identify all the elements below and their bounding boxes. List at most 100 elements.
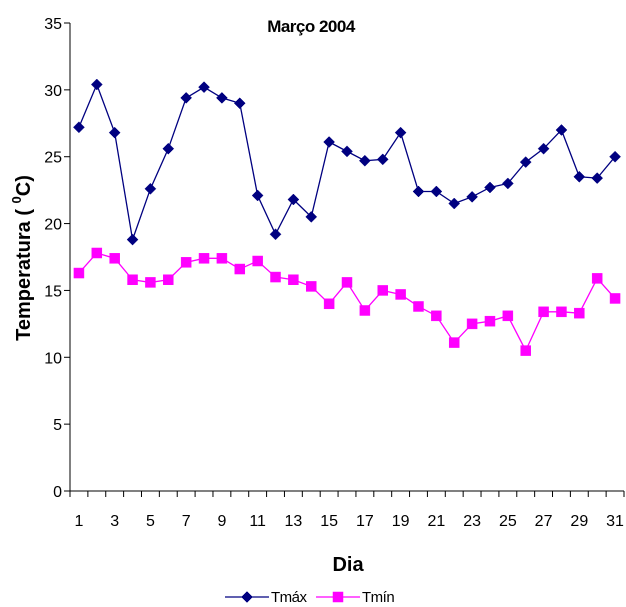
data-point-tmax [537,142,550,155]
y-tick-label: 0 [53,484,62,501]
x-tick-label: 11 [249,513,266,530]
data-point-tmin [180,257,192,268]
data-point-tmax [591,172,604,184]
data-point-tmin [234,263,246,275]
data-point-tmax [323,136,335,148]
data-point-tmax [466,190,478,203]
series-tmin [73,247,621,356]
data-point-tmin [216,253,228,264]
y-axis-title-sup: 0 [9,196,24,203]
legend-marker-tmax [241,591,253,603]
x-tick-label: 23 [463,513,481,530]
data-point-tmin [127,274,138,285]
data-point-tmax [412,185,425,198]
x-tick-label: 13 [284,513,302,530]
y-axis-title: Temperatura ( 0C) [9,175,35,341]
x-tick-label: 5 [146,513,155,530]
legend-marker-tmin [332,591,344,603]
x-axis-title: Dia [332,554,364,576]
y-tick-label: 35 [44,16,62,33]
x-tick-label: 25 [499,513,517,530]
data-point-tmax [448,197,461,210]
x-tick-label: 29 [570,513,588,530]
data-point-tmax [73,121,85,134]
x-tick-label: 27 [535,513,553,530]
data-point-tmax [90,78,103,91]
y-tick-label: 25 [44,150,62,167]
data-point-tmax [609,150,621,163]
svg-text:Temperatura ( 0C): Temperatura ( 0C) [9,175,35,341]
data-point-tmax [501,177,514,190]
data-point-tmin [306,281,317,292]
data-point-tmin [73,267,85,279]
x-tick-label: 31 [606,513,624,530]
data-point-tmax [162,142,175,155]
data-point-tmax [484,181,496,194]
x-tick-label: 7 [182,513,191,530]
y-axis-title-main: Temperatura ( [13,203,35,340]
data-point-tmax [519,156,532,168]
x-tick-label: 19 [392,513,410,530]
series-line-tmax [78,82,616,240]
data-point-tmin [466,318,478,330]
chart-title: Março 2004 [267,17,356,36]
data-point-tmax [555,124,568,136]
data-point-tmin [359,305,371,316]
data-point-tmin [109,253,120,264]
data-point-tmin [520,345,531,356]
data-point-tmin [556,306,567,318]
x-tick-label: 3 [110,513,119,530]
data-point-tmin [413,301,424,312]
x-tick-label: 21 [427,513,445,530]
data-point-tmin [431,310,442,322]
data-point-tmax [376,153,389,166]
data-point-tmin [538,306,549,318]
x-tick-label: 17 [356,513,374,530]
legend-item-tmax: Tmáx [225,589,308,606]
y-tick-label: 30 [44,83,62,100]
y-ticks: 0 5 10 15 20 25 30 35 [44,16,70,501]
data-point-tmax [359,154,371,167]
data-point-tmin [288,274,299,285]
x-tick-label: 1 [74,513,83,530]
data-point-tmax [198,81,210,94]
data-point-tmax [108,126,121,139]
legend-label-tmax: Tmáx [271,589,308,606]
data-point-tmax [216,92,228,104]
data-point-tmax [180,92,193,104]
x-ticks: 1 3 5 7 9 11 13 15 17 19 21 23 25 27 29 31 [69,491,625,530]
data-point-tmin [502,310,514,322]
data-point-tmin [270,271,281,283]
data-point-tmin [198,253,210,264]
data-point-tmin [484,315,496,327]
series-tmax [73,78,621,246]
legend: Tmáx Tmín [225,589,395,606]
data-point-tmax [233,97,246,110]
data-point-tmax [287,193,300,206]
data-point-tmax [305,211,318,223]
x-tick-label: 15 [320,513,338,530]
data-point-tmin [341,277,353,288]
y-tick-label: 20 [44,217,62,234]
data-point-tmin [91,247,103,259]
data-point-tmin [574,307,585,319]
data-point-tmax [341,145,353,158]
data-point-tmin [145,277,156,288]
series-layer [73,78,621,356]
data-point-tmin [448,337,460,348]
legend-item-tmin: Tmín [316,589,395,606]
axes [69,23,624,492]
data-point-tmin [252,255,263,267]
legend-label-tmin: Tmín [362,589,394,606]
data-point-tmin [323,298,335,310]
data-point-tmin [377,285,388,296]
data-point-tmin [395,289,406,300]
data-point-tmin [609,293,621,304]
data-point-tmax [394,126,407,139]
data-point-tmax [126,233,139,246]
data-point-tmin [591,273,603,284]
y-tick-label: 5 [53,417,62,434]
data-point-tmax [269,228,282,241]
data-point-tmax [144,182,157,195]
